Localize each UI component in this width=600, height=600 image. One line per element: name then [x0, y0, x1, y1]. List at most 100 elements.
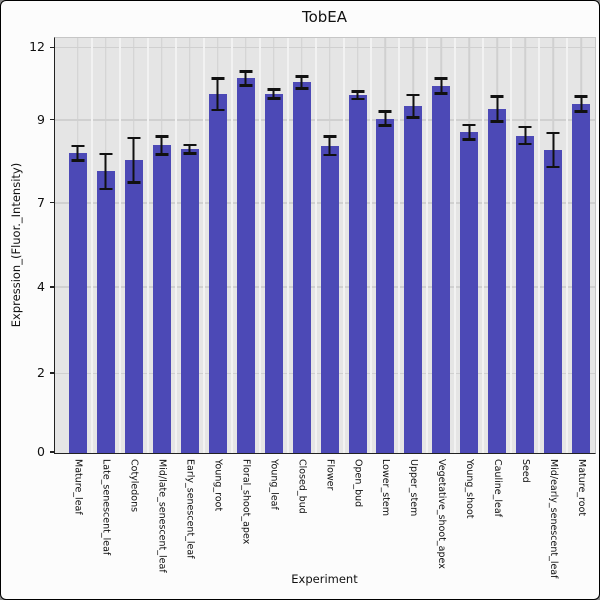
- bar: [376, 118, 395, 453]
- bar: [488, 109, 507, 453]
- x-tick-label: Cotyledons: [128, 459, 140, 513]
- error-bar-cap-top: [155, 135, 169, 138]
- x-tick-label: Late_senescent_leaf: [100, 459, 112, 556]
- gridline-vertical-minor: [230, 38, 233, 453]
- error-bar-whisker: [216, 77, 219, 112]
- bar: [348, 95, 367, 453]
- bar: [236, 78, 255, 453]
- y-tick-mark: [50, 118, 55, 121]
- gridline-vertical-minor: [566, 38, 569, 453]
- error-bar: [378, 110, 392, 127]
- error-bar-cap-bottom: [434, 92, 448, 95]
- error-bar-cap-bottom: [267, 97, 281, 100]
- error-bar: [518, 125, 532, 146]
- gridline-vertical-minor: [510, 38, 513, 453]
- x-tick-label: Open_bud: [352, 459, 364, 508]
- bar: [460, 132, 479, 453]
- x-tick-label: Cauline_leaf: [492, 459, 504, 518]
- y-tick-label: 0: [37, 444, 45, 459]
- error-bar: [71, 144, 85, 162]
- bar: [180, 149, 199, 453]
- bar: [264, 93, 283, 453]
- error-bar-whisker: [104, 152, 107, 191]
- bar-slot: Mature_leaf: [64, 38, 92, 515]
- error-bar-whisker: [272, 88, 275, 100]
- bar: [544, 149, 563, 453]
- error-bar-cap-top: [183, 143, 197, 147]
- bar: [68, 153, 87, 453]
- gridline-horizontal: [55, 46, 595, 49]
- bar: [320, 145, 339, 453]
- y-tick-mark: [50, 46, 55, 49]
- gridline-vertical-minor: [454, 38, 457, 453]
- gridline-horizontal: [55, 119, 595, 121]
- gridline-vertical-minor: [538, 38, 541, 453]
- gridline-vertical-minor: [286, 38, 289, 453]
- gridline-vertical-minor: [342, 38, 345, 453]
- error-bar: [546, 131, 560, 169]
- bar-slot: Upper_stem: [398, 38, 427, 516]
- error-bar-whisker: [160, 135, 163, 156]
- x-tick-label: Closed_bud: [296, 459, 308, 514]
- y-tick-mark: [50, 286, 55, 288]
- error-bar: [183, 143, 197, 155]
- x-tick-label: Seed: [519, 459, 531, 483]
- error-bar-cap-bottom: [546, 165, 560, 169]
- error-bar-whisker: [468, 123, 471, 141]
- error-bar-cap-bottom: [378, 124, 392, 127]
- bar-slot: Flower: [314, 38, 344, 490]
- error-bar-cap-bottom: [323, 153, 337, 157]
- bar: [152, 145, 171, 453]
- error-bar-cap-bottom: [211, 108, 225, 112]
- bar-slot: Young_leaf: [258, 38, 288, 510]
- error-bar: [295, 75, 309, 90]
- bar: [208, 94, 227, 453]
- y-tick-mark: [50, 201, 55, 204]
- gridline-vertical-minor: [370, 38, 373, 453]
- error-bar-whisker: [580, 95, 583, 113]
- error-bar-cap-bottom: [71, 159, 85, 162]
- gridline-vertical-minor: [202, 38, 205, 453]
- y-tick-label: 12: [29, 39, 45, 55]
- error-bar-cap-top: [267, 88, 281, 91]
- x-tick-label: Vegetative_shoot_apex: [436, 459, 448, 569]
- bar-slot: Floral_shoot_apex: [230, 38, 260, 544]
- bar: [516, 135, 535, 453]
- error-bar-whisker: [524, 125, 527, 146]
- bar-slot: Mid/early_senescent_leaf: [538, 38, 567, 578]
- error-bar-whisker: [384, 110, 387, 127]
- y-tick-mark: [50, 372, 55, 374]
- y-tick-label: 7: [37, 194, 45, 210]
- error-bar-cap-top: [71, 144, 85, 148]
- gridline-vertical-minor: [118, 38, 121, 453]
- x-tick-label: Upper_stem: [408, 459, 420, 517]
- error-bar: [155, 135, 169, 156]
- x-tick-label: Young_shoot: [464, 459, 476, 519]
- x-tick-label: Mature_root: [575, 459, 587, 517]
- bar: [432, 85, 451, 453]
- x-axis-title: Experiment: [291, 572, 358, 586]
- error-bar-cap-top: [211, 77, 225, 80]
- bar: [292, 82, 311, 453]
- error-bar-cap-bottom: [351, 97, 364, 101]
- error-bar-whisker: [496, 95, 499, 123]
- y-axis: 0 2 4 7 9 12: [1, 37, 55, 459]
- error-bar: [127, 136, 141, 184]
- y-tick-label: 2: [37, 365, 45, 381]
- error-bar-whisker: [356, 90, 359, 101]
- x-tick-label: Young_root: [212, 459, 224, 512]
- bar-slot: Lower_stem: [370, 38, 399, 516]
- bar: [572, 104, 591, 453]
- gridline-vertical-minor: [90, 38, 93, 453]
- error-bar-cap-top: [295, 75, 309, 78]
- y-tick-mark: [50, 451, 55, 453]
- error-bar: [211, 77, 225, 112]
- error-bar-whisker: [188, 143, 191, 155]
- x-tick-label: Young_leaf: [268, 459, 280, 510]
- error-bar-cap-bottom: [518, 142, 532, 146]
- x-tick-label: Flower: [324, 459, 336, 491]
- error-bar-cap-top: [434, 77, 448, 80]
- error-bar-whisker: [132, 136, 135, 184]
- error-bar: [490, 95, 504, 123]
- error-bar-cap-bottom: [183, 152, 197, 155]
